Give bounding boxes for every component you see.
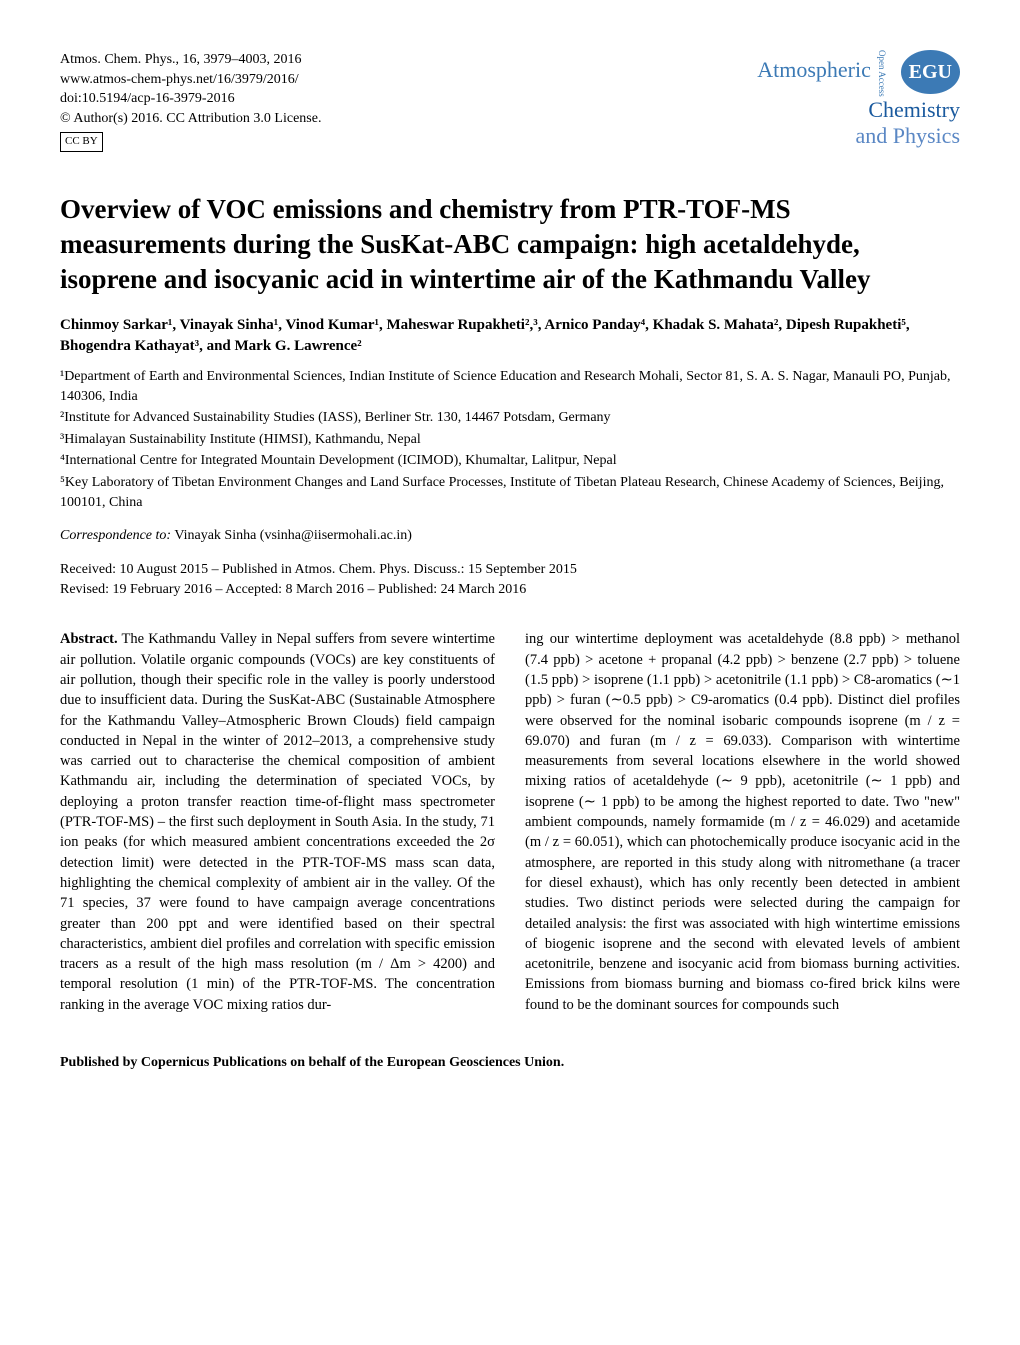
header-row: Atmos. Chem. Phys., 16, 3979–4003, 2016 … <box>60 50 960 152</box>
journal-name-line1: Atmospheric <box>757 57 871 82</box>
abstract-column-left: Abstract. The Kathmandu Valley in Nepal … <box>60 629 495 1015</box>
journal-name-line3: and Physics <box>856 123 961 148</box>
publication-dates: Received: 10 August 2015 – Published in … <box>60 560 960 599</box>
abstract-text-left: The Kathmandu Valley in Nepal suffers fr… <box>60 631 495 1012</box>
citation-block: Atmos. Chem. Phys., 16, 3979–4003, 2016 … <box>60 50 321 152</box>
affiliation: ⁴International Centre for Integrated Mou… <box>60 451 960 471</box>
citation-line: Atmos. Chem. Phys., 16, 3979–4003, 2016 <box>60 50 321 70</box>
affiliation: ²Institute for Advanced Sustainability S… <box>60 408 960 428</box>
citation-license: © Author(s) 2016. CC Attribution 3.0 Lic… <box>60 109 321 129</box>
correspondence-email: Vinayak Sinha (vsinha@iisermohali.ac.in) <box>171 528 412 543</box>
dates-line2: Revised: 19 February 2016 – Accepted: 8 … <box>60 580 960 600</box>
publisher-footer: Published by Copernicus Publications on … <box>60 1055 960 1071</box>
open-access-label: Open Access <box>876 50 887 97</box>
abstract-column-right: ing our wintertime deployment was acetal… <box>525 629 960 1015</box>
affiliation: ¹Department of Earth and Environmental S… <box>60 367 960 406</box>
affiliation: ³Himalayan Sustainability Institute (HIM… <box>60 430 960 450</box>
journal-logo: Atmospheric Open Access EGU Chemistry an… <box>757 50 960 150</box>
dates-line1: Received: 10 August 2015 – Published in … <box>60 560 960 580</box>
affiliation: ⁵Key Laboratory of Tibetan Environment C… <box>60 473 960 512</box>
abstract-label: Abstract. <box>60 631 118 647</box>
abstract-body: Abstract. The Kathmandu Valley in Nepal … <box>60 629 960 1015</box>
article-title: Overview of VOC emissions and chemistry … <box>60 192 960 297</box>
citation-url: www.atmos-chem-phys.net/16/3979/2016/ <box>60 70 321 90</box>
correspondence-label: Correspondence to: <box>60 528 171 543</box>
egu-badge-icon: EGU <box>901 50 960 94</box>
affiliations-list: ¹Department of Earth and Environmental S… <box>60 367 960 512</box>
correspondence: Correspondence to: Vinayak Sinha (vsinha… <box>60 528 960 544</box>
citation-doi: doi:10.5194/acp-16-3979-2016 <box>60 89 321 109</box>
author-list: Chinmoy Sarkar¹, Vinayak Sinha¹, Vinod K… <box>60 315 960 357</box>
journal-name-line2: Chemistry <box>868 97 960 122</box>
abstract-text-right: ing our wintertime deployment was acetal… <box>525 631 960 1012</box>
cc-license-icon: CC BY <box>60 132 103 151</box>
